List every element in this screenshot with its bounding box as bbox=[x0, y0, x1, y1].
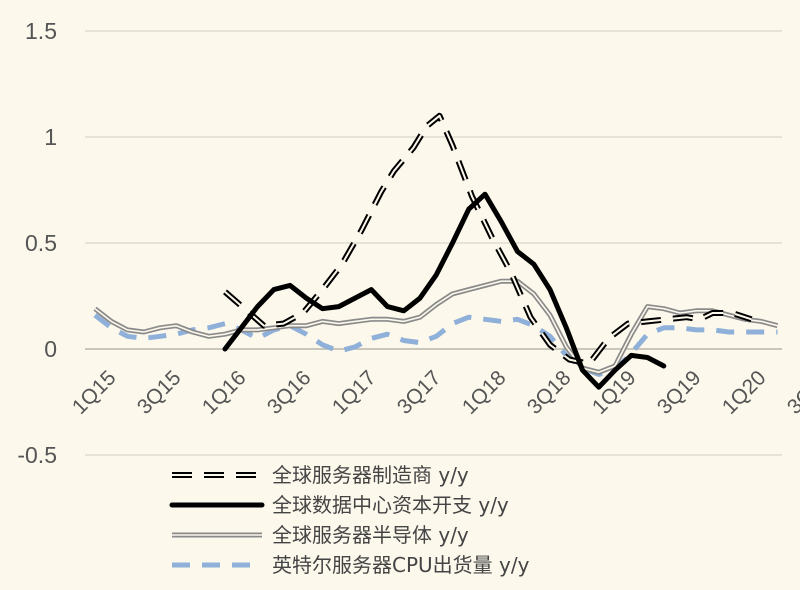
series-line-3-inner bbox=[94, 280, 778, 374]
legend-item: 全球服务器制造商 y/y bbox=[172, 463, 469, 487]
x-tick-label: 3Q16 bbox=[263, 366, 316, 419]
legend-label: 全球服务器半导体 y/y bbox=[272, 523, 469, 547]
x-tick-label: 1Q18 bbox=[458, 366, 511, 419]
x-tick-label: 1Q16 bbox=[198, 366, 251, 419]
legend-item: 英特尔服务器CPU出货量 y/y bbox=[172, 553, 530, 577]
legend-label: 全球服务器制造商 y/y bbox=[272, 463, 469, 487]
legend-label: 英特尔服务器CPU出货量 y/y bbox=[272, 553, 530, 577]
y-tick-label: -0.5 bbox=[17, 442, 57, 468]
x-tick-label: 3Q19 bbox=[653, 366, 706, 419]
y-tick-label: 1 bbox=[44, 124, 57, 150]
x-tick-label: 1Q20 bbox=[718, 366, 771, 419]
x-tick-label: 1Q17 bbox=[328, 366, 381, 419]
series-line-2 bbox=[222, 191, 667, 390]
x-axis: 1Q15 3Q15 1Q16 3Q16 1Q17 3Q17 1Q18 3Q18 1Q19 3Q19… bbox=[68, 366, 800, 419]
legend: 全球服务器制造商 y/y 全球数据中心资本开支 y/y 全球服务器半导体 y/y 英特… bbox=[169, 463, 530, 577]
x-tick-label: 1Q15 bbox=[68, 366, 121, 419]
x-tick-label: 3Q20 bbox=[783, 366, 800, 419]
x-tick-label: 3Q18 bbox=[523, 366, 576, 419]
legend-item: 全球数据中心资本开支 y/y bbox=[169, 493, 509, 517]
gridlines bbox=[85, 30, 782, 456]
series-line-3 bbox=[93, 278, 779, 375]
series-line-4 bbox=[93, 313, 778, 377]
y-tick-label: 1.5 bbox=[25, 18, 57, 44]
x-tick-label: 3Q17 bbox=[393, 366, 446, 419]
series-layer bbox=[93, 112, 779, 390]
legend-label: 全球数据中心资本开支 y/y bbox=[272, 493, 509, 517]
y-tick-label: 0.5 bbox=[25, 230, 57, 256]
x-tick-label: 3Q15 bbox=[133, 366, 186, 419]
legend-item: 全球服务器半导体 y/y bbox=[172, 523, 469, 547]
y-axis: 1.5 1 0.5 0 -0.5 bbox=[17, 18, 57, 468]
y-tick-label: 0 bbox=[44, 336, 57, 362]
